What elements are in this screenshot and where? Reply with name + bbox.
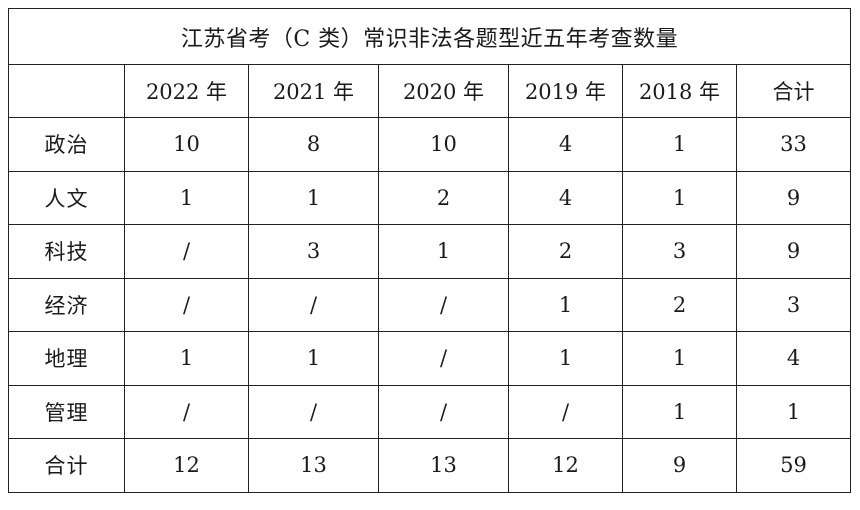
- row-label: 管理: [8, 384, 125, 439]
- table-cell: 2: [508, 224, 623, 279]
- column-header-2018: 2018 年: [622, 64, 737, 118]
- table-cell: 1: [378, 224, 509, 279]
- table-cell: /: [124, 277, 249, 332]
- table-cell: 1: [508, 277, 623, 332]
- table-row: 地理 1 1/1 1 4: [8, 331, 852, 386]
- table-row: 合计 12 13 13 12 9 59: [8, 438, 852, 493]
- row-label: 政治: [8, 117, 125, 172]
- table-cell: 4: [508, 117, 623, 172]
- table-cell: 9: [735, 170, 852, 225]
- column-header-total: 合计: [735, 64, 852, 118]
- table-cell: 12: [508, 438, 623, 493]
- table-cell: 1: [248, 170, 379, 225]
- table-cell: 1: [124, 170, 249, 225]
- table-cell: /: [248, 277, 379, 332]
- table-row: 政治 10 8 10 4 1 33: [8, 117, 852, 172]
- table-cell: 1: [622, 170, 737, 225]
- table-cell: 13: [248, 438, 379, 493]
- table-cell: /: [378, 331, 509, 386]
- table-cell: 3: [248, 224, 379, 279]
- table-cell: /: [124, 224, 249, 279]
- table-cell: /: [378, 384, 509, 439]
- table-cell: 8: [248, 117, 379, 172]
- table-cell: 1: [622, 384, 737, 439]
- table-cell: 33: [735, 117, 852, 172]
- table-title-row: 江苏省考（C 类）常识非法各题型近五年考查数量: [7, 8, 852, 65]
- table-corner-cell: [8, 64, 125, 118]
- table-cell: 1: [124, 331, 249, 386]
- column-header-2021: 2021 年: [248, 64, 379, 118]
- table-row: 经济 / //1 2 3: [8, 277, 852, 332]
- table-cell: 1: [248, 331, 379, 386]
- table-header-row: 2022 年 2021 年 2020 年 2019 年 2018 年 合计: [8, 64, 852, 118]
- table-cell: /: [508, 384, 623, 439]
- table-cell: 12: [124, 438, 249, 493]
- document-page: 江苏省考（C 类）常识非法各题型近五年考查数量 2022 年 2021 年 20…: [7, 8, 852, 500]
- table-row: 人文 1 1 2 4 1 9: [8, 170, 852, 225]
- table-cell: 1: [622, 117, 737, 172]
- table-cell: 4: [508, 170, 623, 225]
- table-cell: 1: [622, 331, 737, 386]
- table-cell: 10: [378, 117, 509, 172]
- table-title: 江苏省考（C 类）常识非法各题型近五年考查数量: [7, 8, 852, 65]
- table-cell: 2: [622, 277, 737, 332]
- table-cell: 59: [735, 438, 852, 493]
- table-cell: 9: [735, 224, 852, 279]
- table-cell: 4: [735, 331, 852, 386]
- table-cell: /: [124, 384, 249, 439]
- column-header-2020: 2020 年: [378, 64, 509, 118]
- statistics-table: 江苏省考（C 类）常识非法各题型近五年考查数量 2022 年 2021 年 20…: [7, 8, 852, 493]
- row-label: 地理: [8, 331, 125, 386]
- column-header-2019: 2019 年: [508, 64, 623, 118]
- table-cell: 3: [735, 277, 852, 332]
- column-header-2022: 2022 年: [124, 64, 249, 118]
- table-cell: 9: [622, 438, 737, 493]
- table-cell: /: [248, 384, 379, 439]
- row-label: 人文: [8, 170, 125, 225]
- table-cell: 2: [378, 170, 509, 225]
- table-cell: /: [378, 277, 509, 332]
- table-cell: 13: [378, 438, 509, 493]
- table-cell: 1: [735, 384, 852, 439]
- table-cell: 3: [622, 224, 737, 279]
- row-label: 合计: [8, 438, 125, 493]
- row-label: 经济: [8, 277, 125, 332]
- table-row: 管理 / / //1 1: [8, 384, 852, 439]
- table-cell: 1: [508, 331, 623, 386]
- row-label: 科技: [8, 224, 125, 279]
- table-cell: 10: [124, 117, 249, 172]
- table-row: 科技/3 1 2 3 9: [8, 224, 852, 279]
